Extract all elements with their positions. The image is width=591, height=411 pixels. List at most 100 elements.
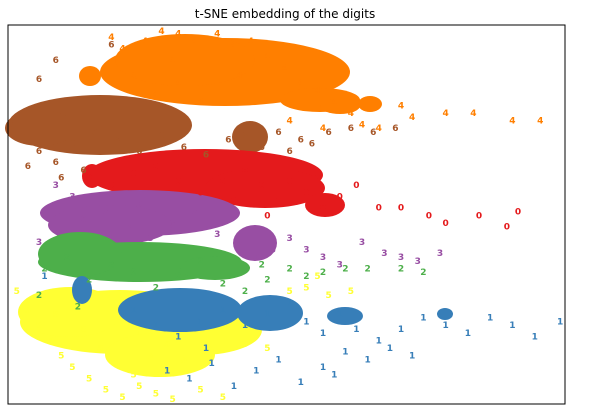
digit-6-point: 6 <box>158 132 164 142</box>
digit-3-point: 3 <box>337 261 343 271</box>
digit-4-point: 4 <box>170 56 176 66</box>
digit-1-point: 1 <box>532 333 538 343</box>
digit-0-point: 0 <box>231 196 237 206</box>
digit-2-point: 2 <box>259 261 265 271</box>
digit-6-point: 6 <box>80 166 86 176</box>
digit-3-point: 3 <box>125 223 131 233</box>
digit-2-point: 2 <box>342 264 348 274</box>
digit-0-point: 0 <box>197 189 203 199</box>
digit-6-point: 6 <box>181 143 187 153</box>
digit-5-point: 5 <box>136 382 142 392</box>
digit-3-point: 3 <box>69 192 75 202</box>
digit-5-point: 5 <box>53 310 59 320</box>
digit-3-point: 3 <box>147 234 153 244</box>
digit-3-point: 3 <box>287 234 293 244</box>
digit-1-point: 1 <box>164 367 170 377</box>
digit-6-point: 6 <box>136 147 142 157</box>
digit-6-point: 6 <box>36 147 42 157</box>
digit-3-point: 3 <box>398 253 404 263</box>
digit-5-point: 5 <box>131 371 137 381</box>
digit-6-point: 6 <box>275 128 281 138</box>
digit-2-point: 2 <box>287 264 293 274</box>
digit-3-point: 3 <box>381 249 387 259</box>
digit-3-point: 3 <box>214 230 220 240</box>
digit-4-point: 4 <box>175 79 181 89</box>
digit-0-point: 0 <box>153 162 159 172</box>
digit-6-point: 6 <box>25 162 31 172</box>
digit-5-point: 5 <box>287 287 293 297</box>
digit-0-point: 0 <box>303 189 309 199</box>
digit-2-point: 2 <box>153 283 159 293</box>
digit-1-point: 1 <box>420 314 426 324</box>
digit-1-point: 1 <box>253 367 259 377</box>
digit-0-point: 0 <box>287 177 293 187</box>
digit-4-point: 4 <box>287 117 293 127</box>
digit-2-point: 2 <box>365 264 371 274</box>
digit-0-point: 0 <box>320 204 326 214</box>
digit-6-point: 6 <box>92 128 98 138</box>
digit-6-point: 6 <box>348 124 354 134</box>
digit-2-point: 2 <box>303 272 309 282</box>
digit-1-point: 1 <box>409 352 415 362</box>
digit-1-point: 1 <box>75 291 81 301</box>
digit-6-point: 6 <box>203 151 209 161</box>
digit-3-point: 3 <box>359 238 365 248</box>
digit-1-point: 1 <box>487 314 493 324</box>
digit-0-point: 0 <box>426 211 432 221</box>
digit-5-point: 5 <box>220 393 226 403</box>
digit-1-point: 1 <box>398 325 404 335</box>
digit-1-point: 1 <box>320 363 326 373</box>
digit-6-point: 6 <box>53 56 59 66</box>
digit-2-point: 2 <box>420 268 426 278</box>
digit-5-point: 5 <box>197 386 203 396</box>
digit-6-point: 6 <box>298 136 304 146</box>
digit-1-point: 1 <box>287 299 293 309</box>
digit-1-point: 1 <box>242 321 248 331</box>
digit-2-point: 2 <box>36 291 42 301</box>
digit-3-point: 3 <box>103 208 109 218</box>
digit-5-point: 5 <box>58 352 64 362</box>
digit-2-point: 2 <box>86 276 92 286</box>
digit-0-point: 0 <box>242 166 248 176</box>
digit-1-point: 1 <box>320 329 326 339</box>
digit-2-point: 2 <box>264 276 270 286</box>
digit-1-point: 1 <box>41 272 47 282</box>
digit-5-point: 5 <box>97 344 103 354</box>
digit-3-point: 3 <box>80 215 86 225</box>
digit-6-point: 6 <box>287 147 293 157</box>
digit-1-point: 1 <box>220 306 226 316</box>
digit-6-point: 6 <box>242 132 248 142</box>
digit-2-point: 2 <box>197 257 203 267</box>
digit-3-point: 3 <box>303 245 309 255</box>
digit-5-point: 5 <box>25 306 31 316</box>
digit-5-point: 5 <box>103 386 109 396</box>
digit-4-point: 4 <box>248 37 254 47</box>
digit-3-point: 3 <box>236 242 242 252</box>
digit-1-point: 1 <box>509 321 515 331</box>
digit-4-point: 4 <box>348 109 354 119</box>
digit-1-point: 1 <box>186 374 192 384</box>
digit-4-point: 4 <box>86 75 92 85</box>
digit-4-point: 4 <box>409 113 415 123</box>
digit-6-point: 6 <box>53 158 59 168</box>
digit-0-point: 0 <box>314 170 320 180</box>
digit-4-point: 4 <box>314 86 320 96</box>
digit-5-point: 5 <box>14 287 20 297</box>
digit-5-point: 5 <box>86 374 92 384</box>
digit-5-point: 5 <box>181 355 187 365</box>
digit-6-point: 6 <box>10 120 16 130</box>
digit-5-point: 5 <box>326 291 332 301</box>
chart-title: t-SNE embedding of the digits <box>195 7 375 21</box>
digit-1-point: 1 <box>298 378 304 388</box>
digit-3-point: 3 <box>253 253 259 263</box>
cluster-density-layer <box>5 34 453 377</box>
digit-4-point: 4 <box>214 29 220 39</box>
digit-1-point: 1 <box>387 344 393 354</box>
digit-6-point: 6 <box>114 136 120 146</box>
digit-4-point: 4 <box>331 98 337 108</box>
digit-2-point: 2 <box>398 264 404 274</box>
digit-4-point: 4 <box>175 29 181 39</box>
digit-5-point: 5 <box>153 389 159 399</box>
digit-4-point: 4 <box>443 109 449 119</box>
